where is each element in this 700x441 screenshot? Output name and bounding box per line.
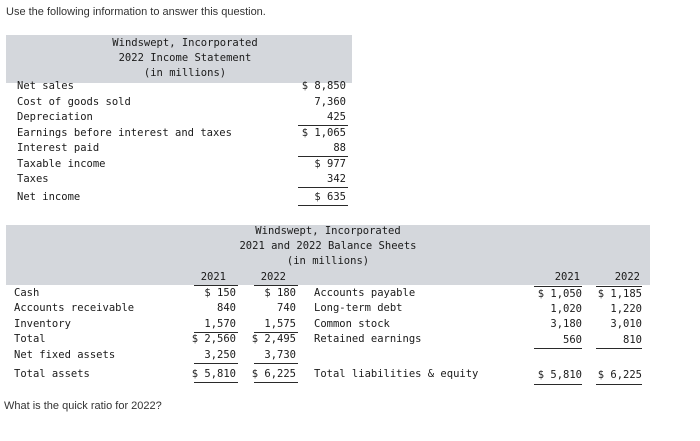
asset-2021-total: $ 2,560 bbox=[191, 333, 236, 345]
liab-year-underline-2021 bbox=[534, 286, 582, 287]
fixed-underline-2022 bbox=[254, 363, 298, 364]
asset-2022-receivables: 740 bbox=[277, 302, 296, 314]
liab-2022-common-stock: 3,010 bbox=[610, 318, 642, 330]
asset-underline-2021 bbox=[194, 332, 238, 333]
asset-2021-total-assets: $ 5,810 bbox=[191, 368, 236, 380]
assets-year-underline-2021 bbox=[194, 285, 238, 286]
income-subtitle: 2022 Income Statement bbox=[118, 52, 252, 64]
liab-2021-retained: 560 bbox=[563, 334, 582, 346]
liab-label-debt: Long-term debt bbox=[314, 302, 403, 314]
income-units: (in millions) bbox=[143, 67, 227, 79]
income-label-depreciation: Depreciation bbox=[17, 111, 93, 123]
balance-units: (in millions) bbox=[286, 255, 370, 267]
liab-label-retained: Retained earnings bbox=[314, 333, 422, 345]
asset-underline-2022 bbox=[254, 332, 298, 333]
asset-2022-inventory: 1,575 bbox=[264, 318, 296, 330]
income-underline-3 bbox=[298, 187, 348, 188]
liab-2021-payable: $ 1,050 bbox=[537, 288, 582, 300]
asset-2022-total-assets: $ 6,225 bbox=[251, 368, 296, 380]
income-underline-1 bbox=[298, 125, 348, 126]
liab-2021-total: $ 5,810 bbox=[537, 369, 582, 381]
income-label-net-income: Net income bbox=[17, 191, 81, 203]
question-text: What is the quick ratio for 2022? bbox=[4, 400, 162, 412]
balance-header-band bbox=[6, 225, 650, 285]
income-label-taxable-income: Taxable income bbox=[17, 158, 106, 170]
liab-2022-debt: 1,220 bbox=[610, 303, 642, 315]
asset-label-total: Total bbox=[14, 333, 46, 345]
liab-label-payable: Accounts payable bbox=[314, 287, 416, 299]
balance-subtitle: 2021 and 2022 Balance Sheets bbox=[239, 240, 417, 252]
liab-label-total: Total liabilities & equity bbox=[314, 368, 479, 380]
income-underline-4 bbox=[298, 205, 348, 206]
income-value-depreciation: 425 bbox=[327, 111, 346, 123]
liab-year-2021: 2021 bbox=[554, 271, 580, 283]
asset-label-inventory: Inventory bbox=[14, 318, 71, 330]
balance-title: Windswept, Incorporated bbox=[255, 225, 401, 237]
asset-2022-fixed: 3,730 bbox=[264, 349, 296, 361]
income-value-interest: 88 bbox=[333, 142, 346, 154]
asset-2021-receivables: 840 bbox=[217, 302, 236, 314]
asset-2021-inventory: 1,570 bbox=[204, 318, 236, 330]
assets-year-2021: 2021 bbox=[200, 271, 226, 283]
income-value-taxable-income: $ 977 bbox=[314, 158, 346, 170]
liab-2022-retained: 810 bbox=[623, 334, 642, 346]
income-value-cogs: 7,360 bbox=[314, 96, 346, 108]
income-header-band bbox=[6, 35, 352, 83]
income-value-net-income: $ 635 bbox=[314, 191, 346, 203]
total-liab-underline-2021 bbox=[534, 384, 582, 385]
instruction-text: Use the following information to answer … bbox=[6, 6, 266, 18]
liab-2022-total: $ 6,225 bbox=[597, 369, 642, 381]
asset-label-cash: Cash bbox=[14, 287, 40, 299]
assets-year-underline-2022 bbox=[254, 285, 298, 286]
liab-2021-common-stock: 3,180 bbox=[550, 318, 582, 330]
asset-label-receivables: Accounts receivable bbox=[14, 302, 135, 314]
asset-2021-cash: $ 150 bbox=[204, 287, 236, 299]
liab-label-common-stock: Common stock bbox=[314, 318, 390, 330]
income-label-cogs: Cost of goods sold bbox=[17, 96, 131, 108]
income-label-net-sales: Net sales bbox=[17, 80, 74, 92]
income-label-ebit: Earnings before interest and taxes bbox=[17, 127, 232, 139]
total-assets-underline-2022 bbox=[254, 382, 298, 383]
income-value-taxes: 342 bbox=[327, 173, 346, 185]
income-underline-2 bbox=[298, 156, 348, 157]
income-value-ebit: $ 1,065 bbox=[301, 127, 346, 139]
total-liab-underline-2022 bbox=[596, 384, 642, 385]
asset-2022-cash: $ 180 bbox=[264, 287, 296, 299]
liab-year-2022: 2022 bbox=[614, 271, 640, 283]
asset-label-total-assets: Total assets bbox=[14, 368, 90, 380]
fixed-underline-2021 bbox=[194, 363, 238, 364]
asset-2022-total: $ 2,495 bbox=[251, 333, 296, 345]
retained-underline-2021 bbox=[534, 348, 582, 349]
income-value-net-sales: $ 8,850 bbox=[301, 80, 346, 92]
income-label-taxes: Taxes bbox=[17, 173, 49, 185]
income-label-interest: Interest paid bbox=[17, 142, 100, 154]
liab-year-underline-2022 bbox=[596, 286, 642, 287]
liab-2022-payable: $ 1,185 bbox=[597, 288, 642, 300]
income-title: Windswept, Incorporated bbox=[112, 37, 258, 49]
retained-underline-2022 bbox=[596, 348, 642, 349]
liab-2021-debt: 1,020 bbox=[550, 303, 582, 315]
asset-label-fixed: Net fixed assets bbox=[14, 349, 116, 361]
total-assets-underline-2021 bbox=[194, 382, 238, 383]
assets-year-2022: 2022 bbox=[260, 271, 286, 283]
asset-2021-fixed: 3,250 bbox=[204, 349, 236, 361]
